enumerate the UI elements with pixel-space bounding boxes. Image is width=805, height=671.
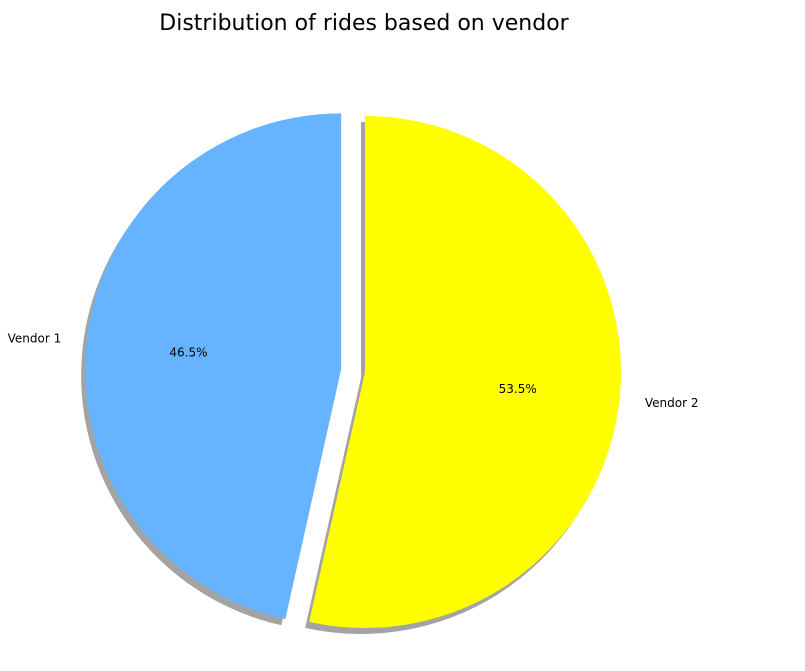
- chart-title: Distribution of rides based on vendor: [159, 11, 569, 36]
- slice-label-vendor-1: Vendor 1: [8, 331, 62, 345]
- pie-slice-vendor-2: [309, 116, 621, 628]
- slices-layer: [81, 113, 621, 634]
- slice-label-vendor-2: Vendor 2: [645, 396, 699, 410]
- slice-percent-vendor-2: 53.5%: [499, 382, 537, 396]
- pie-slice-vendor-1: [85, 113, 341, 619]
- slice-percent-vendor-1: 46.5%: [169, 346, 207, 360]
